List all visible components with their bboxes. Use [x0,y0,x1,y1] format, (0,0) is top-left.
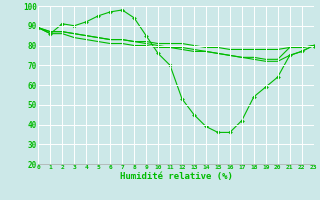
X-axis label: Humidité relative (%): Humidité relative (%) [120,172,232,181]
